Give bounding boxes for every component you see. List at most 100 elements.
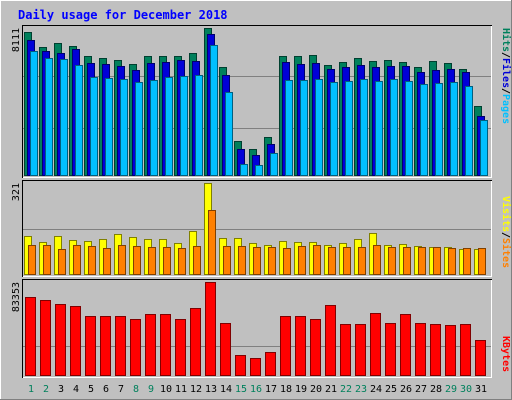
bar-pages-day-22 [345,81,353,176]
x-tick-label-5: 5 [88,384,94,395]
bar-kbytes-day-10 [160,314,171,376]
bar-kbytes-day-23 [355,324,366,376]
x-tick-label-14: 14 [220,384,232,395]
x-tick-label-7: 7 [118,384,124,395]
x-tick-label-3: 3 [58,384,64,395]
x-tick-label-20: 20 [310,384,322,395]
x-tick-label-29: 29 [445,384,457,395]
bar-kbytes-day-21 [325,305,336,376]
bar-sites-day-18 [283,248,291,275]
legend-pages: Pages [500,94,511,124]
bar-pages-day-17 [270,153,278,176]
bar-sites-day-12 [193,246,201,275]
bar-kbytes-day-4 [70,306,81,376]
bar-pages-day-21 [330,82,338,176]
bar-kbytes-day-5 [85,316,96,376]
bar-pages-day-16 [255,165,263,176]
bar-sites-day-13 [208,210,216,275]
ymax-label-hits-files-pages: 8111 [11,28,22,52]
bar-pages-day-11 [180,76,188,176]
ymax-label-visits-sites: 321 [11,183,22,201]
bar-kbytes-day-6 [100,316,111,376]
bar-pages-day-3 [60,59,68,176]
x-tick-label-1: 1 [28,384,34,395]
x-tick-label-2: 2 [43,384,49,395]
x-tick-label-30: 30 [460,384,472,395]
legend-sep-3: / [500,232,511,238]
bar-pages-day-1 [30,51,38,176]
legend-sites: Sites [500,238,512,268]
bar-pages-day-23 [360,79,368,176]
x-tick-label-25: 25 [385,384,397,395]
x-tick-label-9: 9 [148,384,154,395]
bar-pages-day-12 [195,75,203,176]
x-tick-label-18: 18 [280,384,292,395]
bar-pages-day-29 [450,82,458,176]
x-tick-label-24: 24 [370,384,382,395]
x-tick-label-17: 17 [265,384,277,395]
legend-hits: Hits [500,28,512,52]
bar-pages-day-25 [390,79,398,176]
bar-sites-day-30 [463,248,471,275]
x-tick-label-16: 16 [250,384,262,395]
bar-pages-day-10 [165,77,173,176]
bar-kbytes-day-3 [55,304,66,376]
bar-pages-day-31 [480,120,488,176]
legend-sep-2: / [500,88,511,94]
x-tick-label-11: 11 [175,384,187,395]
bar-pages-day-14 [225,92,233,176]
bar-kbytes-day-8 [130,319,141,376]
bar-sites-day-19 [298,246,306,275]
bar-sites-day-4 [73,245,81,275]
bar-sites-day-22 [343,247,351,275]
bar-sites-day-7 [118,245,126,275]
bar-pages-day-7 [120,79,128,176]
bars [24,28,488,376]
x-axis-labels: 1 2 3 4 5 6 7 8 9 10 11 12 13 14 15 16 17 18 19 20 21 22 23 24 2… [28,384,487,395]
bar-kbytes-day-1 [25,297,36,376]
bar-kbytes-day-11 [175,319,186,376]
bar-pages-day-30 [465,86,473,176]
bar-pages-day-8 [135,82,143,176]
bar-kbytes-day-15 [235,355,246,376]
bar-kbytes-day-24 [370,313,381,376]
bar-sites-day-21 [328,247,336,275]
legend-sep-1: / [500,52,511,58]
bar-sites-day-29 [448,248,456,275]
bar-sites-day-14 [223,246,231,275]
bar-pages-day-18 [285,80,293,176]
bar-sites-day-6 [103,248,111,275]
bar-kbytes-day-30 [460,324,471,376]
bar-pages-day-13 [210,45,218,176]
legend-kbytes-label: KBytes [500,336,511,372]
bar-sites-day-2 [43,245,51,275]
bar-sites-day-16 [253,247,261,275]
x-tick-label-13: 13 [205,384,217,395]
bar-sites-day-26 [403,247,411,275]
bar-sites-day-10 [163,247,171,275]
legend-files: Files [500,58,512,88]
x-tick-label-8: 8 [133,384,139,395]
x-tick-label-21: 21 [325,384,337,395]
bar-kbytes-day-2 [40,300,51,376]
bar-sites-day-5 [88,246,96,275]
bar-kbytes-day-27 [415,323,426,376]
x-tick-label-10: 10 [160,384,172,395]
bar-pages-day-5 [90,77,98,176]
x-tick-label-19: 19 [295,384,307,395]
bar-pages-day-9 [150,80,158,176]
bar-pages-day-26 [405,81,413,176]
bar-pages-day-2 [45,58,53,176]
panel-frames [22,25,492,378]
legend-visits: Visits [500,196,512,232]
bar-sites-day-23 [358,247,366,275]
bar-kbytes-day-12 [190,308,201,376]
x-tick-label-28: 28 [430,384,442,395]
bar-kbytes-day-20 [310,319,321,376]
bar-sites-day-11 [178,248,186,275]
bar-pages-day-20 [315,79,323,176]
bar-pages-day-27 [420,84,428,176]
bar-sites-day-28 [433,247,441,275]
x-tick-label-12: 12 [190,384,202,395]
bar-kbytes-day-31 [475,340,486,376]
